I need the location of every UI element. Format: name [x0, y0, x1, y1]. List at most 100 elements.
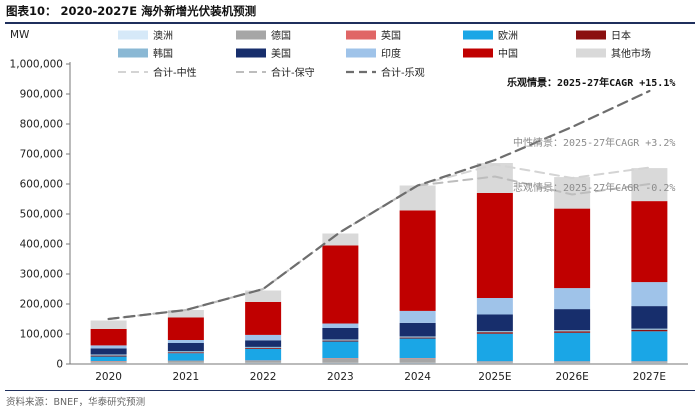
bar-segment: [399, 338, 436, 358]
total-line: [107, 89, 651, 321]
bar-segment: [90, 345, 127, 349]
bar-segment: [90, 356, 127, 361]
bar-segment: [245, 346, 282, 349]
bar-segment: [554, 332, 591, 362]
legend-label: 英国: [381, 29, 401, 42]
bar-segment: [554, 362, 591, 364]
bar-segment: [90, 348, 127, 355]
legend-swatch: [576, 30, 606, 40]
bar-segment: [167, 340, 204, 343]
scenario-annotation: 乐观情景：2025-27年CAGR +15.1%: [507, 76, 675, 89]
bar-segment: [245, 290, 282, 302]
bar-segment: [90, 354, 127, 356]
x-tick-label: 2025E: [478, 371, 511, 383]
y-tick-label: 1,000,000: [10, 59, 63, 71]
x-tick-label: 2023: [327, 371, 354, 383]
y-tick-label: 700,000: [20, 149, 63, 161]
y-tick-label: 800,000: [20, 119, 63, 131]
stacked-bars: [90, 163, 668, 364]
bar-segment: [245, 340, 282, 347]
bar-segment: [399, 362, 436, 364]
bar-segment: [322, 245, 359, 324]
legend-swatch: [463, 48, 493, 58]
legend-label: 合计-乐观: [381, 66, 425, 79]
x-tick-label: 2024: [404, 371, 431, 383]
bar-segment: [554, 361, 591, 363]
footer-divider: [5, 390, 695, 391]
bar-segment: [631, 328, 668, 330]
bar-segment: [167, 351, 204, 353]
bar-segment: [476, 298, 513, 315]
bar-segment: [554, 330, 591, 332]
x-tick-label: 2027E: [633, 371, 666, 383]
legend-label: 其他市场: [611, 47, 651, 60]
y-tick-label: 300,000: [20, 269, 63, 281]
legend-swatch: [346, 48, 376, 58]
legend-swatch: [118, 30, 148, 40]
legend-swatch: [463, 30, 493, 40]
bar-segment: [167, 353, 204, 361]
scenario-annotation: 中性情景：2025-27年CAGR +3.2%: [513, 136, 675, 149]
y-axis: 0 100,000 200,000 300,000 400,000 500,000 600,…: [10, 59, 70, 371]
bar-segment: [167, 317, 204, 340]
source-note: 资料来源：BNEF，华泰研究预测: [6, 397, 146, 408]
y-tick-label: 400,000: [20, 239, 63, 251]
bar-segment: [167, 343, 204, 352]
scenario-annotations: 乐观情景：2025-27年CAGR +15.1% 中性情景：2025-27年CAG…: [507, 76, 675, 194]
legend-label: 合计-保守: [271, 66, 315, 79]
x-tick-label: 2022: [250, 371, 277, 383]
bar-segment: [476, 314, 513, 331]
bar-segment: [322, 323, 359, 328]
bar-segment: [90, 361, 127, 363]
bar-segment: [90, 362, 127, 364]
legend-label: 澳洲: [153, 29, 173, 42]
bar-segment: [554, 208, 591, 289]
bar-segment: [399, 337, 436, 339]
bar-segment: [631, 362, 668, 364]
y-tick-label: 200,000: [20, 299, 63, 311]
legend-label: 中国: [498, 47, 518, 60]
bar-segment: [322, 340, 359, 342]
bar-segment: [167, 352, 204, 354]
bar-segment: [631, 331, 668, 362]
legend-label: 美国: [271, 47, 291, 60]
x-tick-label: 2021: [173, 371, 200, 383]
bar-segment: [476, 332, 513, 334]
bar-segment: [554, 288, 591, 310]
bar-segment: [245, 301, 282, 335]
bar-segment: [476, 361, 513, 363]
bar-segment: [90, 328, 127, 346]
bar-segment: [90, 355, 127, 357]
legend-label: 合计-中性: [153, 66, 197, 79]
bar-segment: [322, 328, 359, 340]
title-divider: [5, 22, 695, 24]
bar-segment: [476, 362, 513, 364]
bar-segment: [322, 358, 359, 363]
bar-segment: [476, 193, 513, 298]
total-line: [107, 175, 651, 320]
scenario-annotation: 悲观情景：2025-27年CAGR -0.2%: [513, 181, 675, 194]
figure-title: 图表10： 2020-2027E 海外新增光伏装机预测: [6, 4, 257, 18]
x-tick-label: 2026E: [555, 371, 588, 383]
bar-segment: [554, 309, 591, 331]
bar-segment: [631, 282, 668, 307]
bar-segment: [167, 362, 204, 364]
bar-segment: [167, 361, 204, 363]
bar-segment: [245, 349, 282, 361]
bar-segment: [399, 310, 436, 323]
bar-segment: [476, 331, 513, 333]
legend-label: 韩国: [153, 47, 173, 60]
bar-segment: [399, 185, 436, 211]
y-tick-label: 0: [56, 359, 63, 371]
bar-segment: [322, 233, 359, 246]
bar-segment: [245, 334, 282, 341]
bar-segment: [322, 339, 359, 341]
legend-swatch: [576, 48, 606, 58]
bar-segment: [631, 329, 668, 332]
total-lines: [107, 89, 651, 321]
bar-segment: [631, 306, 668, 329]
y-axis-unit-label: MW: [10, 29, 30, 41]
legend-swatch: [118, 48, 148, 58]
bar-segment: [167, 310, 204, 318]
